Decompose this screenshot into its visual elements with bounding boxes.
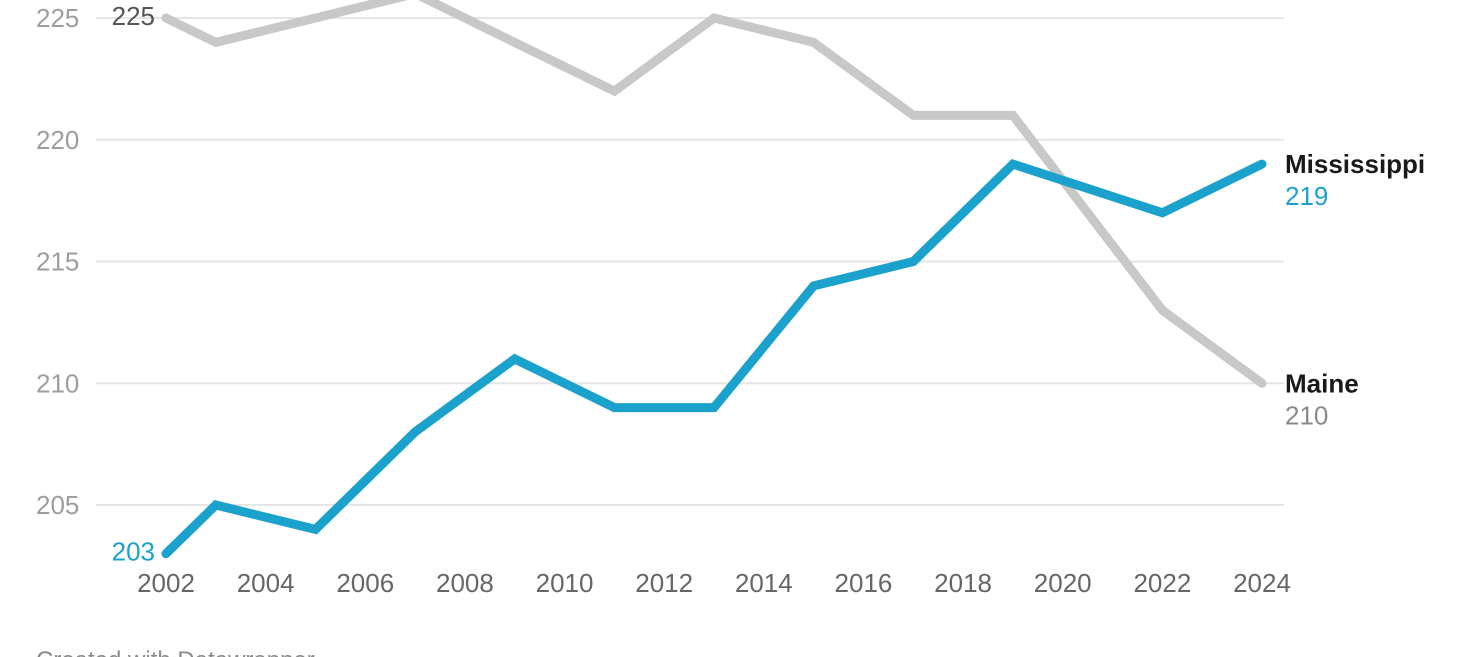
series-lines	[161, 0, 1267, 559]
series-end-value: 219	[1285, 181, 1328, 211]
series-start-value: 203	[112, 537, 155, 567]
footer-credit: Created with Datawrapper	[36, 647, 315, 657]
series-line-maine	[161, 0, 1267, 388]
x-tick-label: 2024	[1233, 568, 1291, 598]
series-line-mississippi	[161, 158, 1267, 559]
series-name-label: Maine	[1285, 368, 1359, 398]
x-tick-label: 2018	[934, 568, 992, 598]
x-tick-label: 2004	[237, 568, 295, 598]
series-end-value: 210	[1285, 400, 1328, 430]
gridlines	[96, 17, 1284, 506]
y-tick-label: 215	[36, 247, 79, 277]
x-tick-label: 2014	[735, 568, 793, 598]
x-tick-label: 2020	[1034, 568, 1092, 598]
x-tick-label: 2012	[635, 568, 693, 598]
x-tick-label: 2016	[835, 568, 893, 598]
y-tick-label: 220	[36, 125, 79, 155]
y-tick-label: 205	[36, 490, 79, 520]
x-tick-label: 2006	[336, 568, 394, 598]
y-tick-label: 210	[36, 368, 79, 398]
y-tick-label: 225	[36, 3, 79, 33]
x-tick-label: 2010	[536, 568, 594, 598]
series-name-label: Mississippi	[1285, 149, 1425, 179]
x-tick-label: 2008	[436, 568, 494, 598]
x-tick-label: 2002	[137, 568, 195, 598]
x-tick-label: 2022	[1133, 568, 1191, 598]
x-axis-ticks: 2002 2004 2006 2008 2010 2012 2014 2016 2018 2020…	[137, 568, 1291, 598]
y-axis-ticks: 205 210 215 220 225	[36, 3, 79, 520]
series-start-value: 225	[112, 1, 155, 31]
